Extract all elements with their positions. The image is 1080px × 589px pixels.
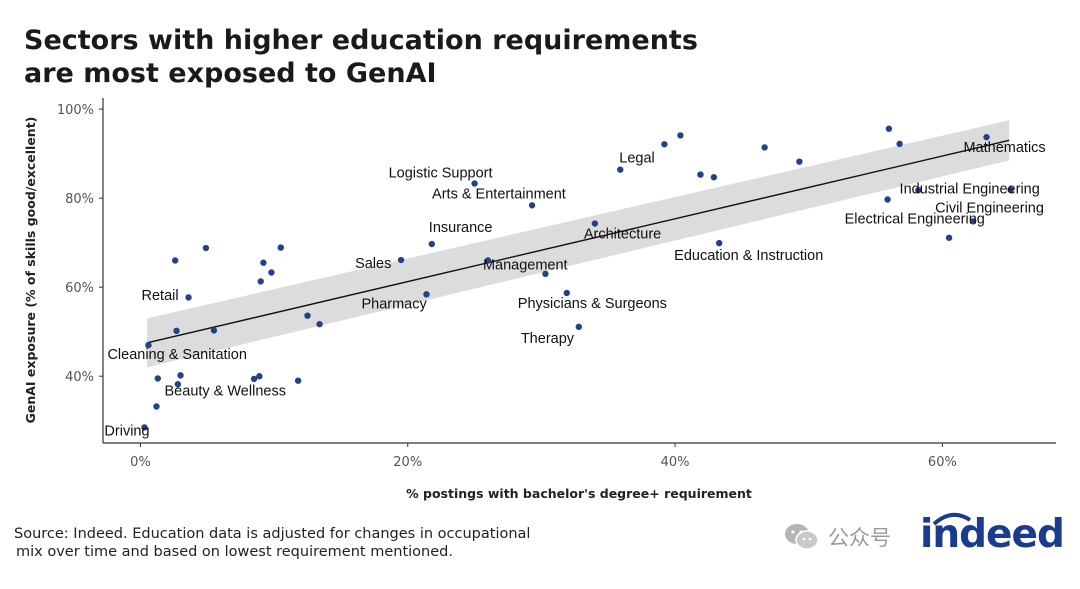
title-line-1: Sectors with higher education requiremen… [24,25,698,56]
data-point [277,244,284,251]
data-point [542,270,549,278]
x-axis-label: % postings with bachelor's degree+ requi… [406,486,752,501]
data-point [661,141,668,148]
data-point [173,327,180,335]
watermark: 公众号 [784,522,891,552]
data-point [397,256,405,264]
data-point [715,239,723,247]
point-label: Electrical Engineering [845,211,985,227]
data-point [484,257,492,264]
data-point [171,257,179,264]
x-tick-label: 0% [130,455,151,470]
chart-title: Sectors with higher education requiremen… [24,24,744,90]
data-point [896,140,903,148]
point-label: Legal [619,151,654,167]
x-tick-label: 20% [393,455,422,470]
data-point [1007,186,1014,193]
point-label: Retail [142,288,179,304]
point-label: Arts & Entertainment [432,186,566,202]
data-point [268,269,275,276]
data-point [761,144,768,151]
data-point [885,125,893,132]
source-note: Source: Indeed. Education data is adjust… [14,525,614,561]
point-label: Management [483,257,568,273]
y-tick-label: 80% [65,192,94,207]
data-point [145,341,152,349]
logo-arc-icon [932,512,972,526]
data-point [528,202,536,209]
data-point [710,174,718,181]
y-tick-label: 60% [65,281,94,296]
data-point [294,377,302,384]
point-label: Insurance [429,220,493,236]
indeed-logo: indeed [920,512,1065,557]
point-label: Therapy [521,331,575,347]
y-tick-label: 40% [65,370,94,385]
wechat-icon [785,524,819,550]
point-label: Beauty & Wellness [165,383,286,399]
data-point [617,166,624,173]
data-point [969,218,977,225]
point-label: Logistic Support [389,165,493,181]
confidence-band [147,120,1010,368]
data-point [210,327,218,334]
data-point [575,323,583,331]
data-point [177,372,184,379]
source-line-1: Source: Indeed. Education data is adjust… [14,526,531,542]
point-label: Industrial Engineering [900,182,1040,198]
data-point [260,259,267,266]
data-point [915,186,922,194]
data-point [185,294,192,301]
y-tick-label: 100% [57,103,94,118]
point-label: Civil Engineering [935,200,1044,216]
point-label: Mathematics [963,140,1045,156]
data-point [423,291,430,298]
data-point [141,424,148,431]
data-point [563,289,571,297]
x-tick-label: 40% [661,455,690,470]
data-point [316,320,323,328]
data-point [257,278,264,285]
point-label: Architecture [584,227,661,243]
watermark-text: 公众号 [828,526,891,550]
data-point [677,132,684,139]
point-label: Pharmacy [361,296,427,312]
title-line-2: are most exposed to GenAI [24,58,437,89]
data-point [697,171,704,178]
x-tick-label: 60% [928,455,957,470]
data-point [256,373,263,380]
point-label: Cleaning & Sanitation [107,347,246,363]
data-point [945,234,953,241]
data-point [884,196,891,203]
data-point [471,180,478,187]
data-point [983,133,990,141]
point-label: Education & Instruction [674,248,823,264]
data-point [250,375,258,383]
data-point [153,403,160,410]
data-point [174,381,182,388]
data-point [591,220,599,227]
data-point [796,158,803,165]
point-label: Physicians & Surgeons [518,296,667,312]
point-label: Sales [355,256,391,272]
source-line-2: mix over time and based on lowest requir… [16,544,453,560]
data-point [202,244,210,252]
y-axis-label: GenAI exposure (% of skills good/excelle… [23,117,38,424]
point-label: Driving [104,423,149,439]
data-point [304,312,311,319]
trend-line [146,139,1010,344]
data-point [428,240,436,248]
data-point [154,375,162,382]
